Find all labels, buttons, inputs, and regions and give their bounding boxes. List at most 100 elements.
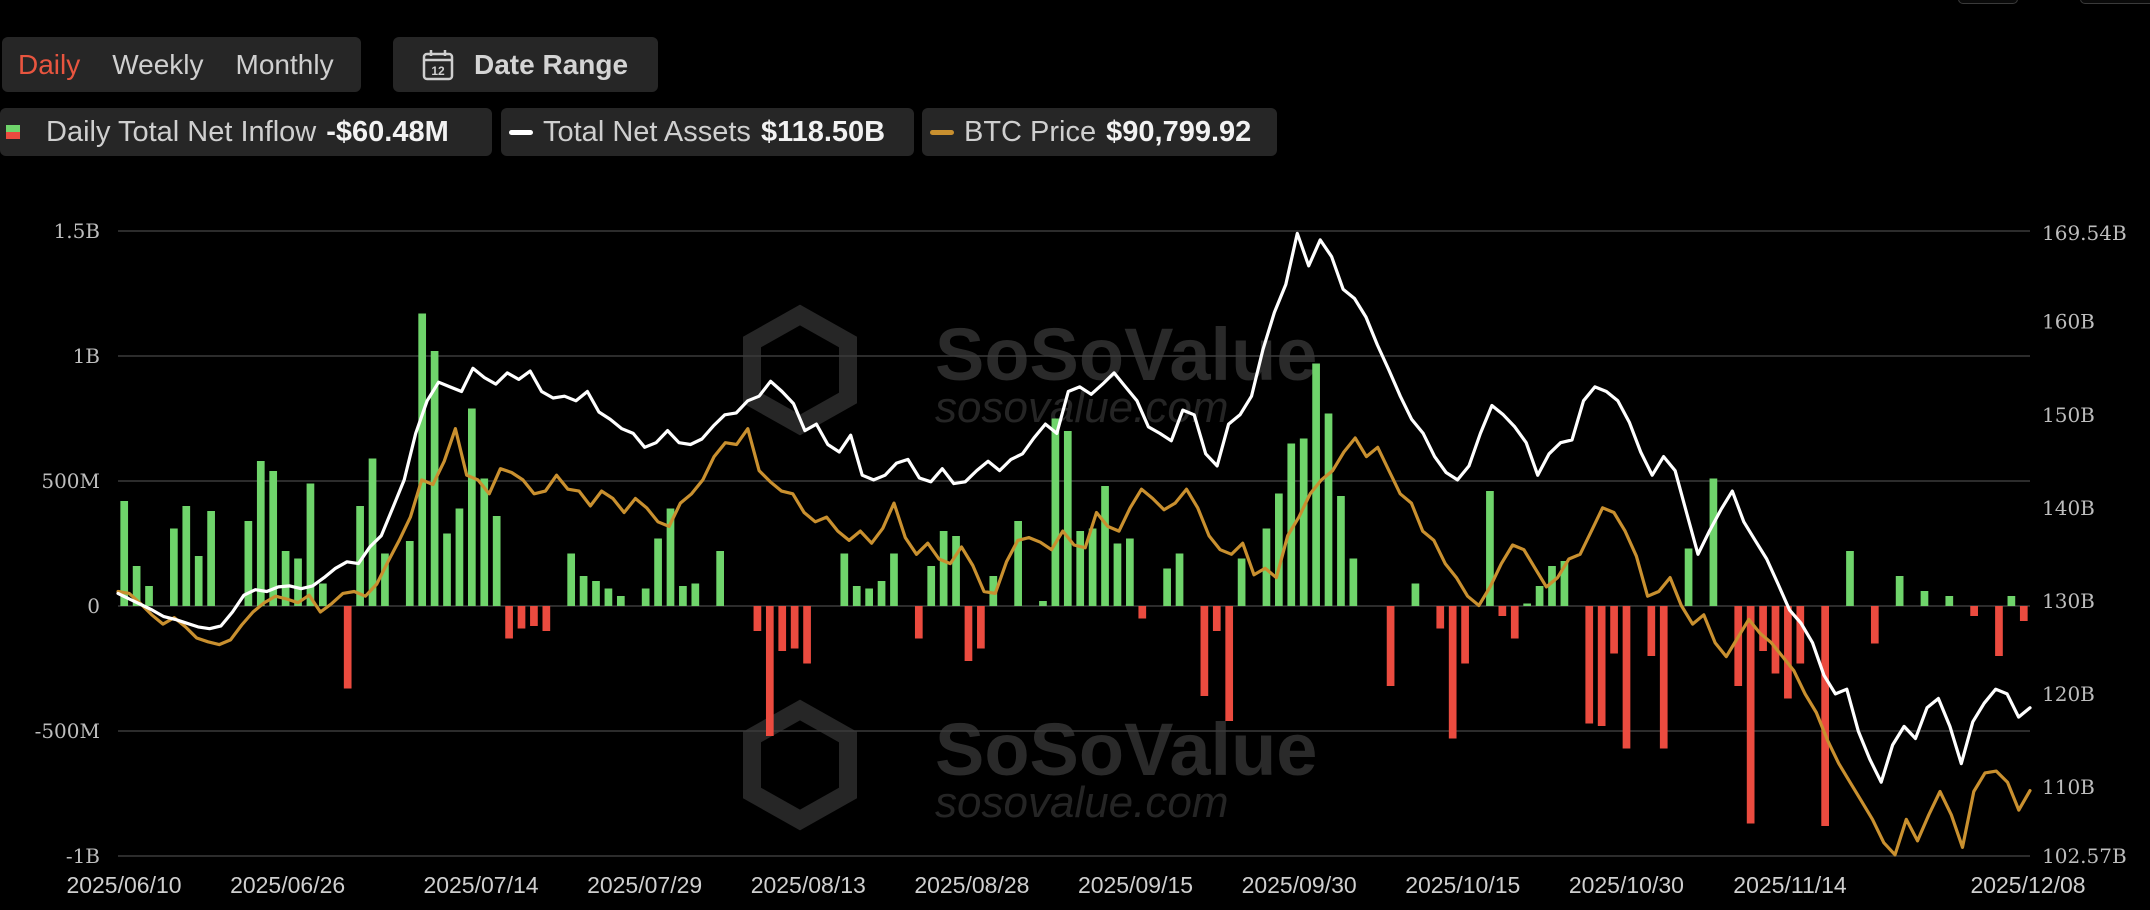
inflow-bar [492, 516, 501, 606]
inflow-bar [120, 501, 129, 606]
inflow-bar [964, 606, 973, 661]
inflow-bar [716, 551, 725, 606]
gold-line-icon [930, 129, 954, 135]
x-axis-tick-label: 2025/10/30 [1569, 872, 1684, 898]
inflow-bar [1337, 496, 1345, 606]
inflow-bar [2019, 606, 2028, 621]
legend-assets[interactable]: Total Net Assets $118.50B [501, 108, 914, 156]
white-line-icon [509, 129, 533, 135]
inflow-bar [194, 556, 203, 606]
legend-assets-name: Total Net Assets [543, 115, 751, 148]
watermark-url: sosovalue.com [935, 778, 1228, 827]
inflow-bar [319, 583, 327, 606]
inflow-bar [1200, 606, 1209, 696]
inflow-bar [1113, 543, 1122, 606]
left-axis-tick-label: 1B [73, 344, 100, 368]
inflow-bar [1411, 583, 1420, 606]
watermark: SoSoValue sosovalue.com SoSoValue sosova… [743, 304, 1317, 831]
inflow-bar [778, 606, 787, 651]
inflow-bar [1262, 528, 1271, 606]
left-axis-tick-label: 500M [41, 469, 100, 493]
right-axis-tick-label: 102.57B [2042, 844, 2127, 868]
inflow-bar [381, 553, 389, 606]
inflow-bar [2007, 596, 2016, 606]
inflow-bar [1684, 548, 1693, 606]
tab-weekly[interactable]: Weekly [112, 48, 204, 80]
inflow-bar [1535, 586, 1544, 606]
inflow-bar [1138, 606, 1147, 619]
calendar-icon: 12 [422, 49, 454, 80]
inflow-bar [1659, 606, 1668, 749]
inflow-bar [1523, 603, 1532, 606]
inflow-bar [666, 508, 675, 606]
inflow-bar [927, 566, 936, 606]
legend-btc-name: BTC Price [964, 115, 1097, 148]
date-range-button[interactable]: 12 Date Range [393, 37, 658, 92]
inflow-bar [343, 606, 352, 689]
inflow-bar [579, 576, 588, 606]
inflow-bar [1039, 601, 1047, 606]
inflow-bar [530, 606, 538, 626]
inflow-bar [1560, 561, 1569, 606]
svg-text:12: 12 [431, 64, 445, 78]
inflow-bar [269, 471, 278, 606]
x-axis-tick-label: 2025/09/15 [1078, 872, 1193, 898]
left-axis: 1.5B 1B 500M 0 -500M -1B [35, 219, 100, 868]
inflow-bar [1597, 606, 1606, 726]
legend-assets-value: $118.50B [760, 115, 886, 148]
inflow-bar [1287, 443, 1296, 606]
inflow-bar [852, 586, 861, 606]
inflow-bar [517, 606, 526, 629]
inflow-bar [132, 566, 141, 606]
green-red-square-icon [6, 125, 20, 139]
inflow-bar [294, 558, 302, 606]
left-axis-tick-label: 1.5B [53, 219, 100, 243]
tab-daily[interactable]: Daily [18, 48, 81, 80]
inflow-bar [840, 553, 849, 606]
x-axis-tick-label: 2025/09/30 [1242, 872, 1357, 898]
inflow-bar [467, 408, 476, 606]
inflow-bar [1734, 606, 1743, 686]
inflow-bar [865, 588, 873, 606]
inflow-bar [1821, 606, 1829, 826]
inflow-bar [1175, 553, 1184, 606]
legend-inflow[interactable]: Daily Total Net Inflow -$60.48M [0, 108, 492, 156]
inflow-bar [1436, 606, 1445, 629]
inflow-bar [803, 606, 811, 664]
inflow-bar [1622, 606, 1631, 749]
x-axis-tick-label: 2025/08/13 [751, 872, 866, 898]
series-lines [116, 231, 2032, 857]
inflow-bar [542, 606, 551, 631]
inflow-bar [170, 528, 178, 606]
inflow-bar [890, 553, 898, 606]
watermark-url: sosovalue.com [935, 383, 1228, 432]
inflow-bar [1225, 606, 1234, 721]
total-net-assets-line [116, 231, 2032, 784]
watermark-logo-icon [743, 699, 857, 831]
inflow-bar [1063, 431, 1072, 606]
inflow-bar [1759, 606, 1767, 651]
x-axis-tick-label: 2025/12/08 [1970, 872, 2085, 898]
top-right-button-2[interactable] [2080, 0, 2150, 4]
inflow-bar [679, 586, 687, 606]
x-axis-tick-label: 2025/07/29 [587, 872, 702, 898]
inflow-bar [505, 606, 513, 639]
inflow-bar [1771, 606, 1780, 674]
inflow-bar [1275, 493, 1283, 606]
inflow-bar [1101, 486, 1109, 606]
inflow-bar [1163, 568, 1171, 606]
x-axis: 2025/06/10 2025/06/26 2025/07/14 2025/07/29… [66, 872, 2085, 898]
inflow-bar [1448, 606, 1457, 739]
legend-btc[interactable]: BTC Price $90,799.92 [922, 108, 1277, 156]
inflow-bar [1486, 491, 1494, 606]
inflow-bar [1585, 606, 1594, 724]
inflow-bar [443, 533, 451, 606]
tab-monthly[interactable]: Monthly [235, 48, 334, 80]
inflow-bar [1126, 538, 1134, 606]
right-axis-tick-label: 160B [2042, 310, 2095, 334]
inflow-bar [1051, 418, 1060, 606]
inflow-bar [641, 588, 650, 606]
inflow-bar [480, 478, 489, 606]
inflow-bar [1895, 576, 1904, 606]
